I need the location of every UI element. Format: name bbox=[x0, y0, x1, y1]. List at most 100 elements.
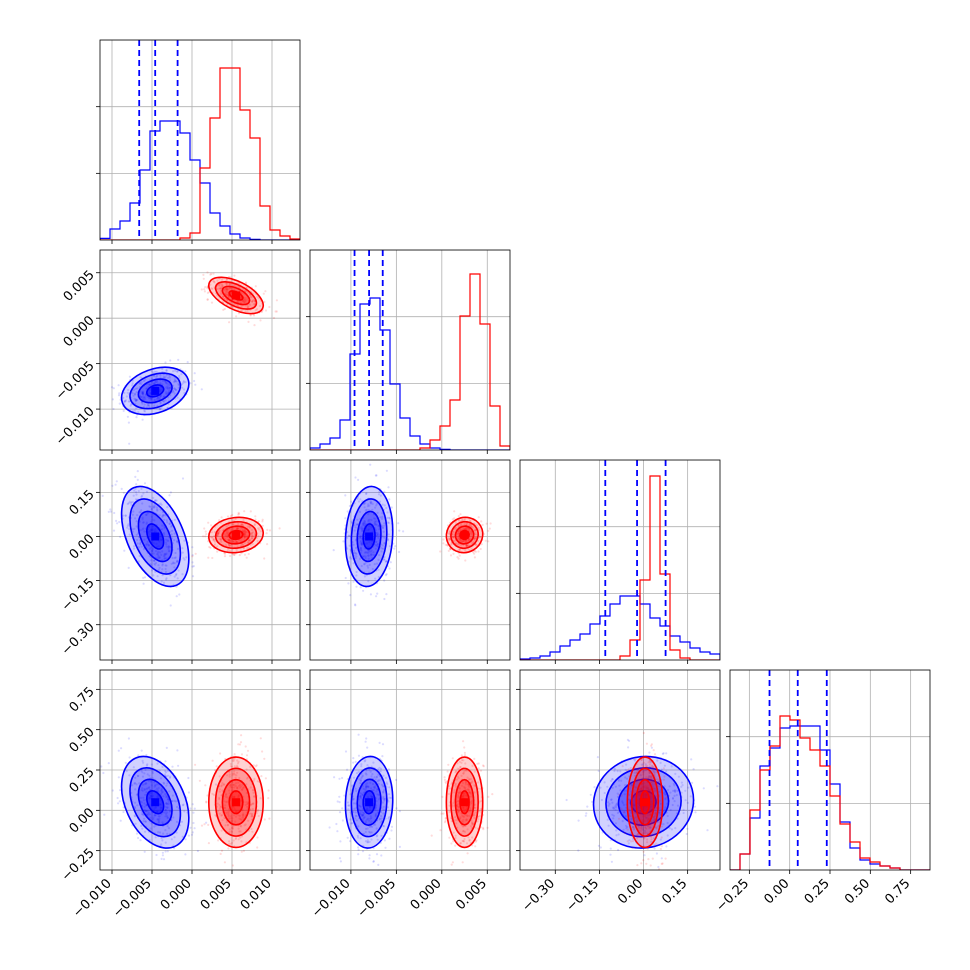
blue-point bbox=[145, 804, 148, 807]
y-tick-label: 0.00 bbox=[67, 805, 98, 836]
blue-point bbox=[398, 845, 401, 849]
blue-point bbox=[689, 795, 692, 798]
blue-point bbox=[368, 549, 371, 552]
red-point bbox=[209, 273, 212, 276]
red-point bbox=[650, 795, 654, 798]
blue-point bbox=[165, 552, 168, 555]
blue-point bbox=[375, 474, 378, 477]
red-point bbox=[274, 310, 277, 313]
red-point bbox=[464, 762, 467, 765]
blue-point bbox=[127, 400, 130, 403]
red-point bbox=[648, 824, 651, 827]
blue-point bbox=[180, 820, 184, 823]
blue-point bbox=[687, 786, 690, 789]
blue-point bbox=[166, 832, 169, 835]
blue-point bbox=[156, 381, 159, 384]
red-point bbox=[251, 300, 254, 303]
blue-point bbox=[380, 517, 384, 521]
blue-point bbox=[599, 846, 602, 849]
red-point bbox=[463, 830, 467, 834]
red-point bbox=[478, 535, 481, 539]
red-peak bbox=[460, 531, 469, 539]
blue-point bbox=[151, 549, 154, 553]
blue-point bbox=[158, 556, 161, 560]
blue-point bbox=[608, 802, 611, 806]
blue-point bbox=[332, 549, 335, 552]
red-point bbox=[235, 782, 238, 785]
red-point bbox=[466, 783, 469, 786]
blue-point bbox=[378, 741, 381, 745]
blue-point bbox=[168, 549, 171, 553]
panel-1-1 bbox=[306, 249, 511, 454]
red-point bbox=[243, 510, 246, 513]
red-point bbox=[471, 823, 474, 826]
red-point bbox=[240, 825, 243, 828]
blue-point bbox=[673, 789, 676, 792]
y-tick-label: 0.75 bbox=[67, 684, 98, 715]
blue-point bbox=[388, 816, 391, 819]
blue-point bbox=[364, 509, 367, 512]
red-point bbox=[235, 809, 238, 813]
red-point bbox=[641, 764, 644, 768]
red-point bbox=[246, 534, 249, 537]
blue-point bbox=[164, 773, 167, 776]
red-point bbox=[655, 806, 658, 810]
blue-point bbox=[171, 765, 174, 768]
blue-point bbox=[134, 782, 137, 785]
red-point bbox=[652, 766, 655, 769]
red-point bbox=[463, 770, 466, 773]
blue-point bbox=[137, 836, 140, 840]
blue-point bbox=[134, 487, 137, 490]
blue-point bbox=[141, 393, 145, 396]
red-point bbox=[224, 534, 227, 538]
red-point bbox=[640, 758, 643, 762]
blue-point bbox=[167, 376, 170, 379]
y-tick-label: −0.010 bbox=[53, 404, 98, 449]
red-point bbox=[228, 842, 231, 845]
blue-point bbox=[164, 553, 168, 556]
blue-point bbox=[145, 542, 148, 546]
blue-point bbox=[148, 797, 151, 800]
red-point bbox=[477, 540, 480, 543]
blue-point bbox=[352, 776, 356, 779]
blue-point bbox=[143, 783, 146, 786]
red-point bbox=[478, 815, 481, 818]
red-point bbox=[211, 792, 214, 795]
blue-point bbox=[366, 808, 369, 811]
blue-point bbox=[369, 795, 373, 798]
blue-point bbox=[365, 773, 368, 776]
blue-point bbox=[368, 541, 371, 544]
blue-point bbox=[184, 853, 187, 856]
blue-point bbox=[192, 821, 195, 825]
blue-point bbox=[167, 827, 171, 830]
blue-point bbox=[360, 542, 364, 545]
blue-point bbox=[160, 553, 163, 557]
red-peak bbox=[232, 291, 240, 300]
blue-point bbox=[150, 795, 153, 798]
blue-point bbox=[380, 854, 383, 857]
blue-point bbox=[388, 517, 391, 520]
blue-point bbox=[161, 515, 164, 519]
red-point bbox=[630, 840, 633, 843]
red-point bbox=[223, 861, 226, 864]
red-point bbox=[469, 531, 472, 534]
red-point bbox=[462, 815, 465, 818]
blue-point bbox=[164, 361, 167, 364]
blue-point bbox=[361, 794, 364, 797]
blue-point bbox=[166, 387, 169, 390]
blue-point bbox=[365, 492, 368, 495]
blue-point bbox=[374, 523, 377, 526]
x-tick-label: −0.005 bbox=[355, 876, 400, 921]
blue-point bbox=[336, 830, 339, 833]
red-point bbox=[220, 785, 223, 788]
blue-point bbox=[115, 480, 118, 483]
red-point bbox=[632, 840, 635, 843]
red-point bbox=[250, 827, 253, 831]
red-point bbox=[229, 286, 233, 290]
blue-point bbox=[133, 782, 136, 785]
red-point bbox=[663, 775, 666, 778]
red-point bbox=[245, 281, 248, 284]
blue-point bbox=[183, 810, 186, 813]
red-point bbox=[251, 814, 254, 817]
red-point bbox=[231, 786, 234, 789]
